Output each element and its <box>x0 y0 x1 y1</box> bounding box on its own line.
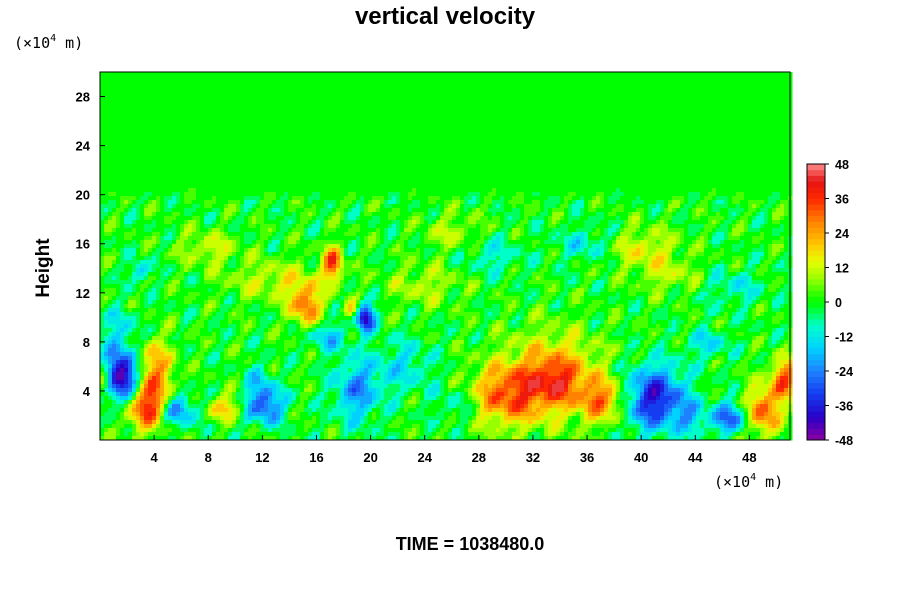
y-tick-label: 8 <box>83 335 90 350</box>
colorbar: 48 36 24 12 0 -12 -24 -36 -48 <box>806 158 853 448</box>
x-tick-label: 16 <box>309 450 323 465</box>
x-tick-label: 24 <box>417 450 432 465</box>
colorbar-tick-label: -12 <box>835 331 853 345</box>
y-axis-unit-label: (×104 m) <box>14 33 83 52</box>
colorbar-tick-label: -24 <box>835 365 853 379</box>
x-tick-label: 8 <box>205 450 212 465</box>
time-label: TIME = 1038480.0 <box>396 534 545 554</box>
x-axis-unit-label: (×104 m) <box>714 472 783 491</box>
colorbar-ticks: 48 36 24 12 0 -12 -24 -36 -48 <box>825 158 853 448</box>
x-tick-label: 44 <box>688 450 703 465</box>
x-tick-label: 40 <box>634 450 648 465</box>
y-tick-label: 20 <box>76 188 90 203</box>
x-tick-label: 36 <box>580 450 594 465</box>
y-tick-label: 4 <box>83 384 91 399</box>
colorbar-tick-label: 12 <box>835 262 849 276</box>
colorbar-tick-label: -36 <box>835 400 853 414</box>
colorbar-tick-label: 36 <box>835 193 849 207</box>
y-tick-label: 28 <box>76 90 90 105</box>
colorbar-bands <box>807 164 825 441</box>
x-axis-ticks: 4 8 12 16 20 24 28 32 36 40 44 48 <box>151 435 757 465</box>
x-tick-label: 20 <box>363 450 377 465</box>
plot-frame <box>99 71 791 441</box>
colorbar-tick-label: -48 <box>835 434 853 448</box>
y-tick-label: 16 <box>76 237 90 252</box>
y-tick-label: 24 <box>76 139 91 154</box>
colorbar-tick-label: 24 <box>835 227 849 241</box>
x-tick-label: 4 <box>151 450 159 465</box>
x-tick-label: 28 <box>472 450 486 465</box>
x-tick-label: 12 <box>255 450 269 465</box>
y-axis-label: Height <box>33 238 54 298</box>
x-tick-label: 48 <box>742 450 756 465</box>
x-tick-label: 32 <box>526 450 540 465</box>
chart-title: vertical velocity <box>355 3 536 30</box>
velocity-field <box>100 72 793 441</box>
colorbar-tick-label: 0 <box>835 296 842 310</box>
colorbar-tick-label: 48 <box>835 158 849 172</box>
y-tick-label: 12 <box>76 286 90 301</box>
y-axis-ticks: 4 8 12 16 20 24 28 <box>76 90 105 399</box>
